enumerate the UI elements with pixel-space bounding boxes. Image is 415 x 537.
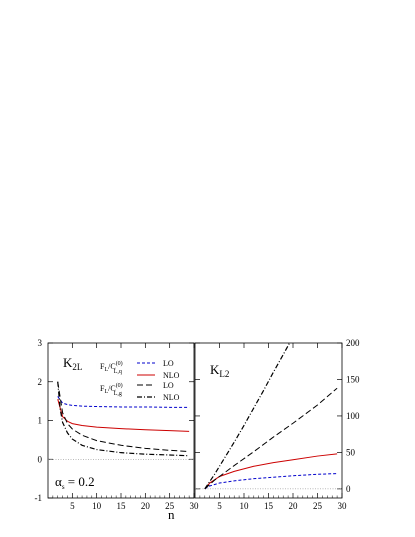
x-tick-label: 20	[141, 501, 151, 511]
series-g-lo	[204, 387, 338, 490]
right-ticks: 5 10 15 20 25 30 0 50 100 150 200	[195, 338, 360, 511]
x-tick-label: 25	[313, 501, 323, 511]
y-tick-label: -1	[35, 493, 43, 503]
legend-entry-g-nlo: NLO	[163, 393, 180, 402]
y-tick-label: 200	[346, 338, 360, 348]
right-series-group	[204, 342, 338, 490]
legend-group-g-label: FL/C(0) L,g	[100, 382, 123, 397]
left-panel-label: K2L	[63, 355, 82, 372]
y-tick-label: 1	[38, 416, 43, 426]
x-tick-label: 5	[70, 501, 75, 511]
series-g-nlo	[204, 342, 291, 490]
x-tick-label: 20	[289, 501, 299, 511]
left-series-group	[57, 381, 190, 457]
y-tick-label: 150	[346, 374, 360, 384]
y-tick-label: 3	[38, 338, 43, 348]
alpha-annotation: αs = 0.2	[55, 474, 95, 491]
x-tick-label: 30	[190, 501, 200, 511]
y-tick-label: 0	[346, 484, 351, 494]
legend-entry-q-lo: LO	[163, 359, 174, 368]
legend-group-q-label: FL/C(0) L,q	[100, 360, 123, 375]
x-tick-label: 15	[264, 501, 274, 511]
x-tick-label: 25	[165, 501, 175, 511]
x-tick-label: 10	[240, 501, 250, 511]
y-tick-label: 2	[38, 377, 43, 387]
y-tick-label: 50	[346, 447, 356, 457]
series-q-lo	[57, 396, 190, 408]
series-q-nlo	[204, 453, 338, 490]
left-legend: FL/C(0) L,q LO NLO FL/C(0) L,g LO NLO	[100, 359, 180, 402]
right-panel-label: KL2	[210, 362, 229, 379]
x-tick-label: 30	[338, 501, 348, 511]
left-ticks: 5 10 15 20 25 30 -1 0 1 2 3	[35, 338, 200, 511]
x-tick-label: 15	[117, 501, 127, 511]
y-tick-label: 100	[346, 411, 360, 421]
series-q-lo	[204, 473, 338, 490]
right-panel: 5 10 15 20 25 30 0 50 100 150 200 KL2	[194, 338, 360, 511]
series-g-nlo	[57, 381, 190, 457]
x-tick-label: 5	[217, 501, 222, 511]
left-panel: 5 10 15 20 25 30 -1 0 1 2 3 K2L FL/C(0) L,q LO NLO …	[35, 338, 200, 522]
legend-entry-g-lo: LO	[163, 381, 174, 390]
legend-entry-q-nlo: NLO	[163, 371, 180, 380]
y-tick-label: 0	[38, 454, 43, 464]
series-q-nlo	[57, 399, 190, 432]
series-g-lo	[57, 381, 190, 452]
x-tick-label: 10	[92, 501, 102, 511]
left-x-axis-label: n	[168, 507, 175, 522]
